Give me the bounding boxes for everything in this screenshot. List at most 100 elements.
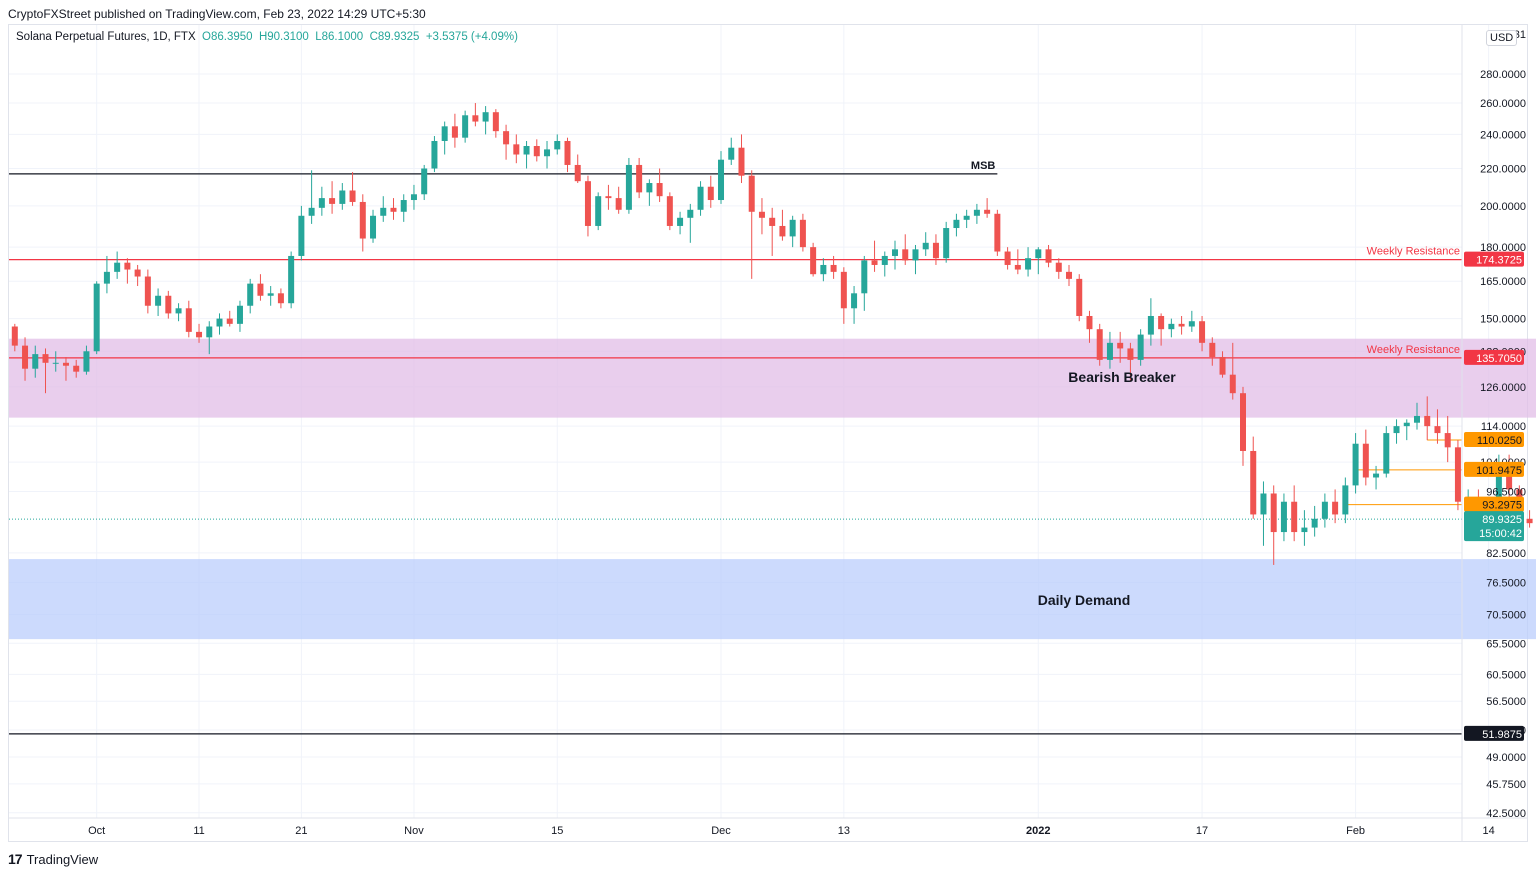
candle-body <box>1035 249 1042 259</box>
candle <box>1383 426 1390 478</box>
candle <box>1158 313 1165 346</box>
candle <box>11 323 18 352</box>
candle-body <box>1209 342 1216 357</box>
candle-body <box>902 249 909 261</box>
weekly-resistance-2-price-box <box>1464 349 1524 365</box>
candle-body <box>1403 422 1410 427</box>
y-tick-label: 165.0000 <box>1480 276 1526 288</box>
candle <box>83 345 90 375</box>
candle-body <box>584 181 591 226</box>
chart-legend: Solana Perpetual Futures, 1D, FTX O86.39… <box>16 31 518 43</box>
candle-body <box>42 354 49 363</box>
candle <box>718 151 725 204</box>
candle <box>1291 485 1298 542</box>
candle-body <box>738 147 745 176</box>
candle-body <box>973 209 980 216</box>
tradingview-logo[interactable]: 17 TradingView <box>8 851 98 867</box>
candle-body <box>697 186 704 210</box>
candle <box>513 134 520 164</box>
candle-body <box>1301 527 1308 533</box>
candle-body <box>298 215 305 256</box>
candle-body <box>390 207 397 212</box>
candle-body <box>1373 473 1380 478</box>
candle <box>1147 298 1154 346</box>
candle-body <box>134 269 141 277</box>
candle <box>881 251 888 277</box>
x-tick-label: Dec <box>711 825 731 837</box>
candle-body <box>1086 315 1093 330</box>
candle <box>451 113 458 148</box>
candle <box>769 207 776 256</box>
candle-body <box>677 217 684 226</box>
candle <box>1332 489 1339 524</box>
candle-body <box>1260 493 1267 515</box>
candle-body <box>554 140 561 150</box>
candle <box>615 186 622 214</box>
candle-body <box>1014 264 1021 270</box>
candle <box>871 240 878 272</box>
y-tick-label: 150.0000 <box>1480 314 1526 326</box>
chart-frame <box>8 24 1528 842</box>
candle-body <box>62 362 69 366</box>
candle-body <box>1454 447 1461 502</box>
candle <box>124 258 131 284</box>
candle <box>247 278 254 314</box>
candle-body <box>564 140 571 165</box>
candle-body <box>441 126 448 141</box>
levels: MSB Weekly Resistance Weekly Resistance <box>9 160 1462 735</box>
daily-demand-zone <box>9 559 1536 640</box>
candle <box>492 109 499 138</box>
candle-body <box>769 217 776 226</box>
candle <box>1270 485 1277 565</box>
candle-body <box>840 271 847 309</box>
candle <box>380 196 387 222</box>
candle <box>155 288 162 316</box>
candle <box>196 323 203 343</box>
candle-body <box>1004 251 1011 265</box>
candle <box>677 211 684 235</box>
candle <box>288 251 295 309</box>
candle-body <box>1321 501 1328 519</box>
candle-body <box>11 326 18 346</box>
candle-body <box>1526 518 1533 524</box>
candle-body <box>513 144 520 155</box>
candle <box>1362 429 1369 486</box>
candles <box>11 103 1533 565</box>
current-price-box <box>1464 511 1524 542</box>
y-tick-label: 180.0000 <box>1480 242 1526 254</box>
candle-body <box>308 207 315 216</box>
candle-body <box>953 219 960 229</box>
y-tick-label: 65.5000 <box>1486 638 1526 650</box>
candle <box>738 134 745 184</box>
candle-body <box>1096 329 1103 360</box>
candle-body <box>380 207 387 216</box>
y-tick-label: 82.5000 <box>1486 548 1526 560</box>
candle-body <box>1178 323 1185 327</box>
candle <box>666 192 673 231</box>
publisher-line: CryptoFXStreet published on TradingView.… <box>8 7 426 21</box>
legend-change: +3.5375 (+4.09%) <box>425 31 518 43</box>
candle <box>329 181 336 214</box>
y-tick-label: 220.0000 <box>1480 164 1526 176</box>
candle-body <box>247 283 254 306</box>
candle-body <box>410 194 417 201</box>
x-tick-label: Feb <box>1346 825 1365 837</box>
candle-body <box>615 198 622 210</box>
candle <box>728 137 735 165</box>
candle <box>932 234 939 265</box>
x-tick-label: 17 <box>1196 825 1208 837</box>
candle <box>134 264 141 287</box>
candle-body <box>984 209 991 214</box>
candle <box>1321 493 1328 528</box>
candle-body <box>656 183 663 197</box>
candle <box>1434 409 1441 444</box>
candle <box>1014 249 1021 275</box>
candle-body <box>124 262 131 270</box>
candle <box>1066 264 1073 287</box>
candle <box>73 359 80 378</box>
candle <box>1096 323 1103 366</box>
currency-badge[interactable]: USD <box>1486 30 1518 46</box>
candle <box>462 110 469 143</box>
candle <box>646 179 653 206</box>
